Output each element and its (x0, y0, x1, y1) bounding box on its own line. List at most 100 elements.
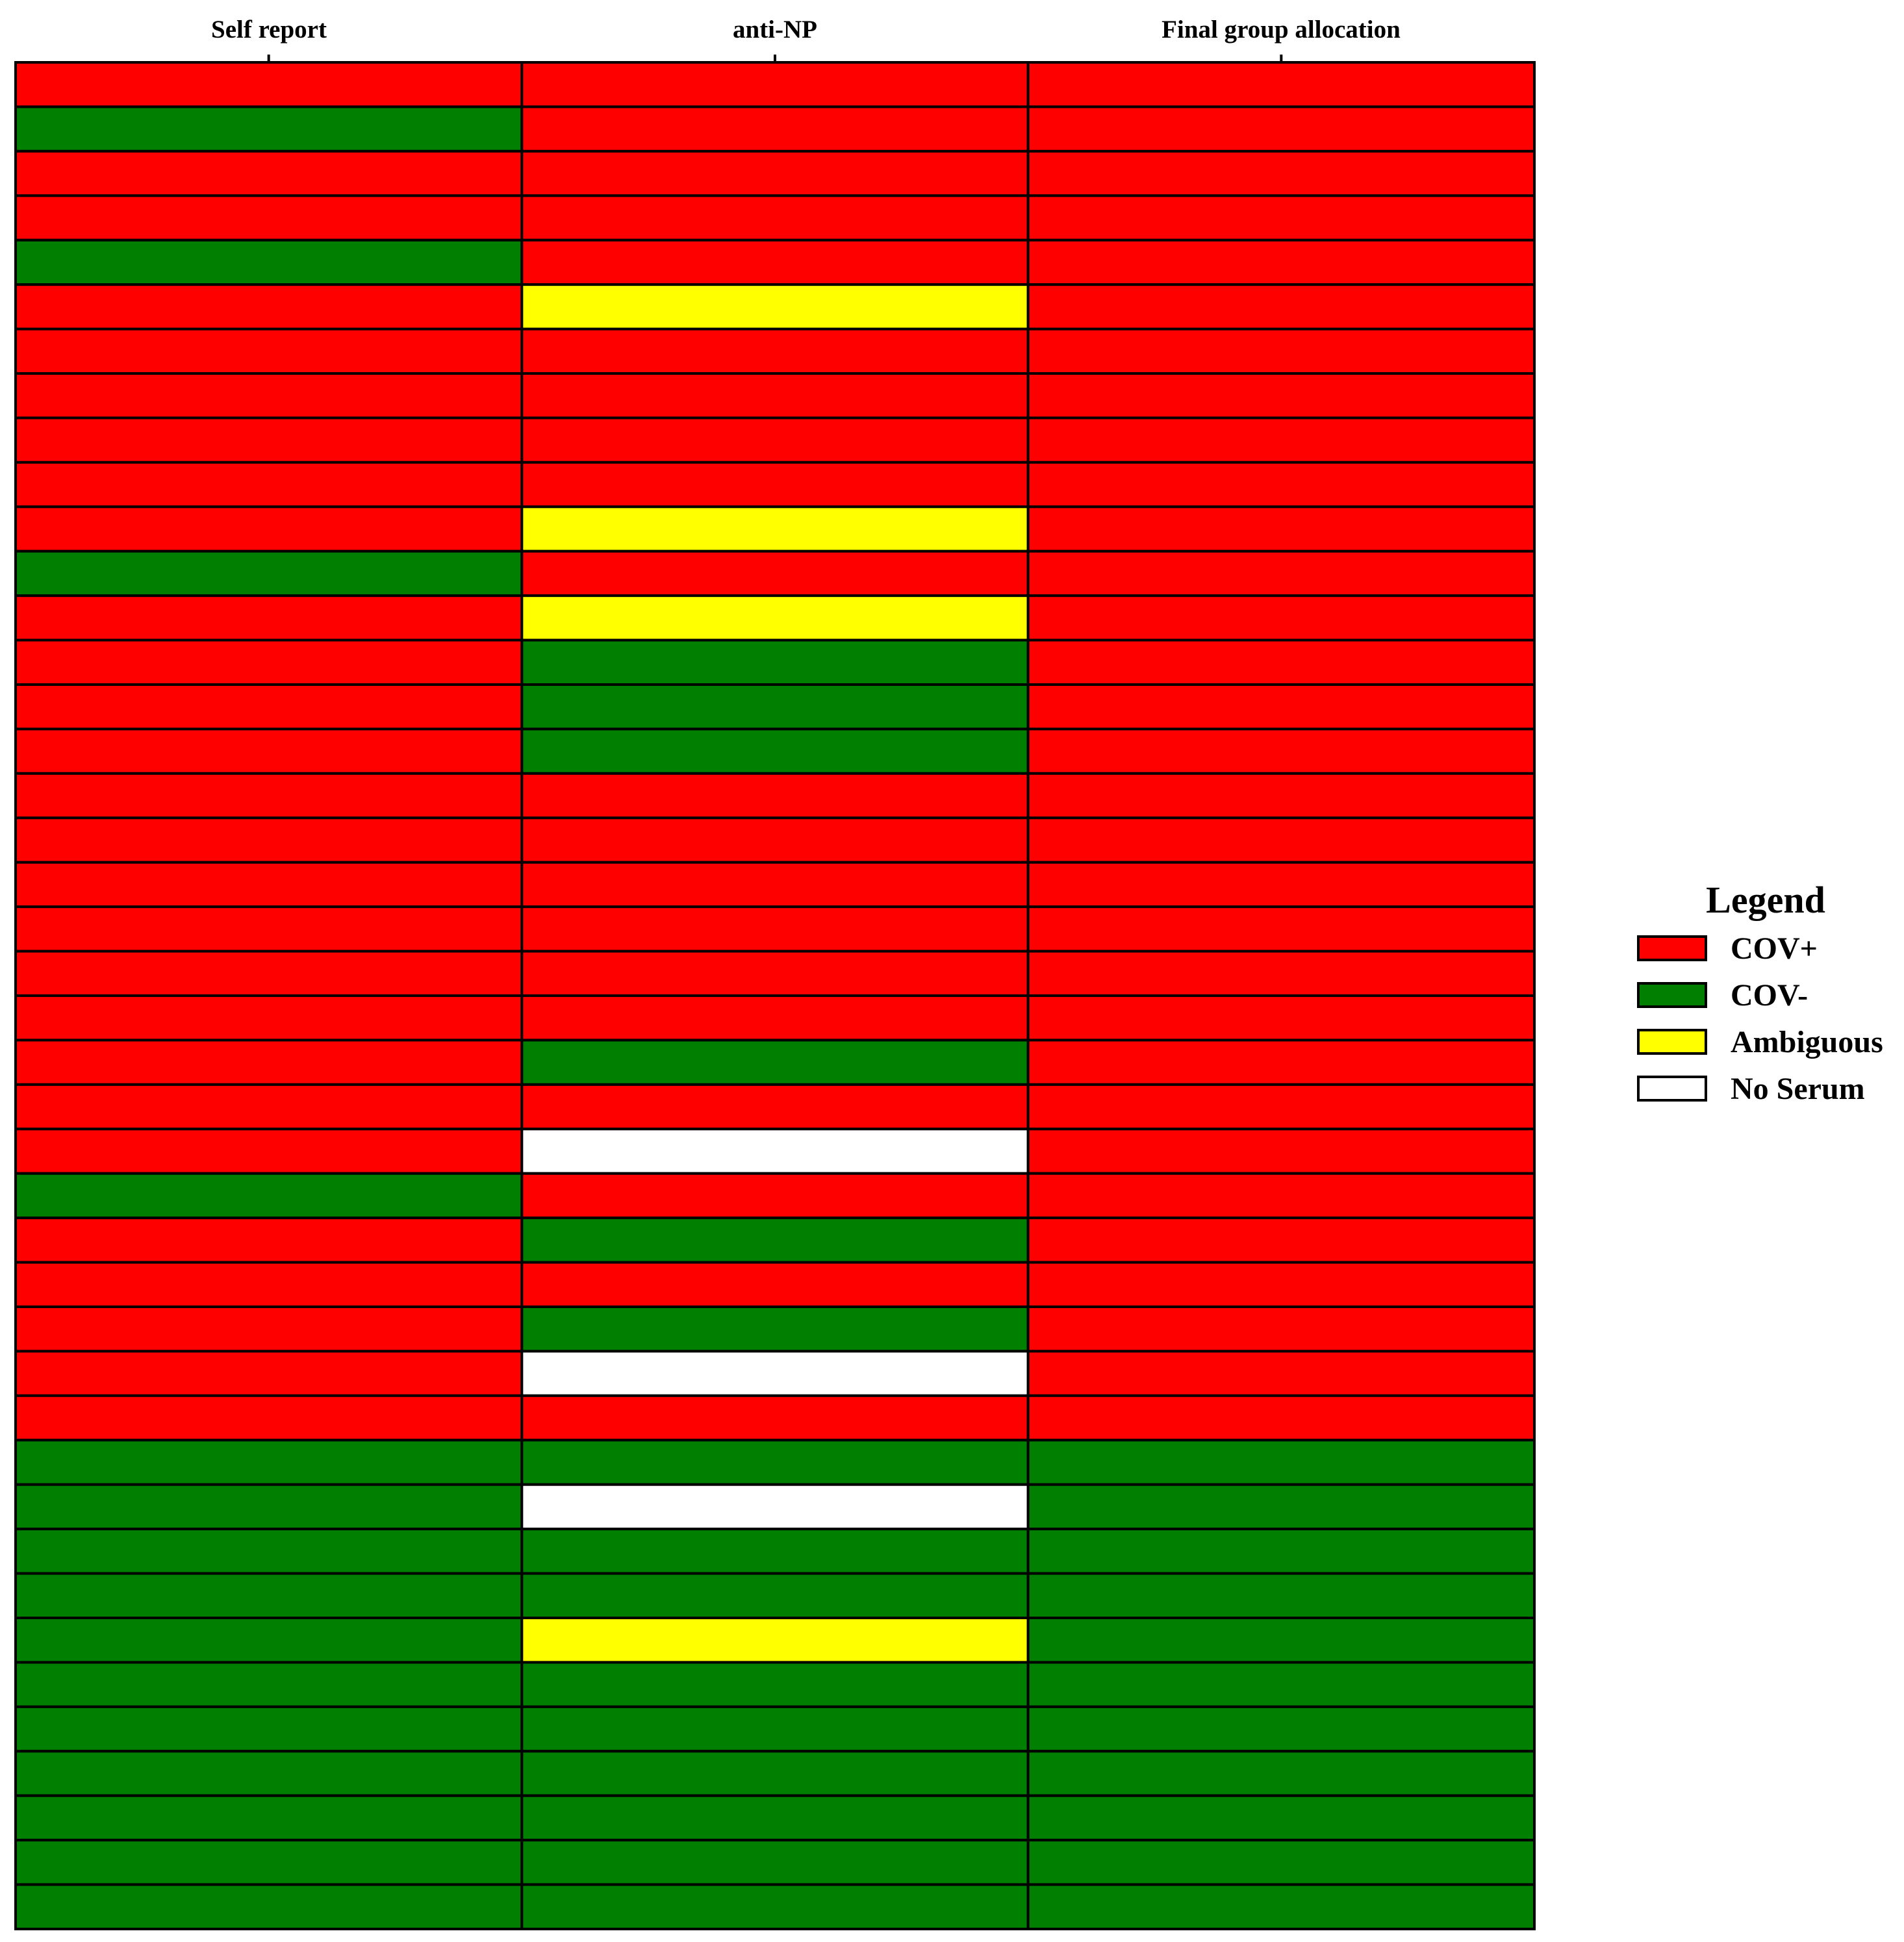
column-label-final-group: Final group allocation (1161, 16, 1401, 44)
heatmap-cell (520, 1883, 1030, 1931)
heatmap-cell (520, 1217, 1030, 1264)
heatmap-cell (1026, 594, 1536, 642)
heatmap-cell (520, 460, 1030, 509)
heatmap-cell (520, 1128, 1030, 1175)
heatmap-cell (1026, 327, 1536, 375)
column-label-self-report: Self report (211, 16, 327, 44)
heatmap-cell (1026, 1794, 1536, 1842)
heatmap-cell (520, 327, 1030, 375)
heatmap-cell (14, 1439, 524, 1486)
heatmap-cell (14, 905, 524, 953)
column-ticks (267, 55, 1283, 62)
heatmap-cell (520, 905, 1030, 953)
heatmap-cell (14, 861, 524, 909)
heatmap-cell (1026, 1217, 1536, 1264)
heatmap-cell (1026, 1750, 1536, 1797)
heatmap-cell (1026, 1528, 1536, 1575)
heatmap-cell (520, 1483, 1030, 1531)
heatmap-cell (14, 1794, 524, 1842)
heatmap-cell (14, 1661, 524, 1708)
heatmap-cell (1026, 372, 1536, 420)
legend-label: Ambiguous (1731, 1025, 1883, 1059)
legend-swatch (1637, 982, 1707, 1008)
heatmap-cell (520, 772, 1030, 820)
heatmap-cell (14, 1483, 524, 1531)
heatmap-cell (14, 1083, 524, 1131)
heatmap-cell (520, 1305, 1030, 1353)
heatmap-cell (520, 1572, 1030, 1620)
heatmap-cell (520, 1839, 1030, 1886)
legend-swatch (1637, 935, 1707, 961)
heatmap-cell (1026, 1617, 1536, 1664)
heatmap-cell (14, 1350, 524, 1397)
heatmap-cell (520, 1750, 1030, 1797)
heatmap-cell (520, 1261, 1030, 1308)
heatmap-cell (520, 638, 1030, 686)
heatmap-cell (1026, 638, 1536, 686)
heatmap-cell (520, 194, 1030, 242)
heatmap-cell (520, 61, 1030, 108)
heatmap-cell (14, 1617, 524, 1664)
heatmap-cell (1026, 1439, 1536, 1486)
legend-label: No Serum (1731, 1072, 1865, 1106)
heatmap-cell (14, 816, 524, 864)
column-labels: Self report anti-NP Final group allocati… (211, 16, 1401, 44)
heatmap-cell (14, 1572, 524, 1620)
heatmap-cell (14, 283, 524, 331)
heatmap-cell (1026, 549, 1536, 598)
heatmap-cell (520, 816, 1030, 864)
heatmap-cell (14, 416, 524, 464)
heatmap-cell (1026, 105, 1536, 153)
heatmap-cell (520, 1439, 1030, 1486)
heatmap-cell (1026, 1350, 1536, 1397)
heatmap-cell (14, 638, 524, 686)
heatmap-cell (14, 1750, 524, 1797)
heatmap-cell (1026, 505, 1536, 553)
legend-label: COV- (1731, 978, 1808, 1013)
heatmap-cell (520, 1350, 1030, 1397)
heatmap-cell (1026, 416, 1536, 464)
legend-items: COV+ COV- Ambiguous No Serum (1637, 931, 1883, 1106)
heatmap-cell (14, 61, 524, 108)
heatmap-cell (1026, 861, 1536, 909)
heatmap-cell (1026, 1572, 1536, 1620)
heatmap-cell (520, 416, 1030, 464)
heatmap-cell (520, 105, 1030, 153)
heatmap-cell (520, 549, 1030, 598)
heatmap-cell (14, 238, 524, 286)
heatmap-cell (14, 549, 524, 598)
heatmap-cell (1026, 1039, 1536, 1086)
heatmap-cell (520, 950, 1030, 997)
heatmap-cell (14, 772, 524, 820)
heatmap-cell (1026, 950, 1536, 997)
heatmap-cell (14, 594, 524, 642)
heatmap-cell (520, 1528, 1030, 1575)
heatmap-cell (1026, 1705, 1536, 1753)
heatmap-cell (14, 149, 524, 197)
legend-swatch (1637, 1076, 1707, 1102)
heatmap-cell (1026, 238, 1536, 286)
heatmap-cells (14, 61, 1536, 1931)
heatmap-cell (520, 1705, 1030, 1753)
heatmap-cell (14, 727, 524, 775)
heatmap-cell (1026, 994, 1536, 1042)
heatmap-cell (1026, 727, 1536, 775)
heatmap-cell (520, 1172, 1030, 1220)
heatmap-cell (520, 238, 1030, 286)
heatmap-cell (14, 1705, 524, 1753)
heatmap-cell (1026, 1128, 1536, 1175)
heatmap-cell (1026, 1839, 1536, 1886)
heatmap-cell (520, 283, 1030, 331)
heatmap-cell (520, 727, 1030, 775)
heatmap-cell (520, 1039, 1030, 1086)
heatmap-cell (14, 505, 524, 553)
legend-title: Legend (1706, 879, 1825, 921)
heatmap-cell (1026, 149, 1536, 197)
heatmap-cell (1026, 283, 1536, 331)
heatmap-cell (14, 994, 524, 1042)
heatmap-cell (14, 1883, 524, 1931)
heatmap-cell (1026, 61, 1536, 108)
heatmap-cell (1026, 816, 1536, 864)
heatmap-cell (520, 1794, 1030, 1842)
